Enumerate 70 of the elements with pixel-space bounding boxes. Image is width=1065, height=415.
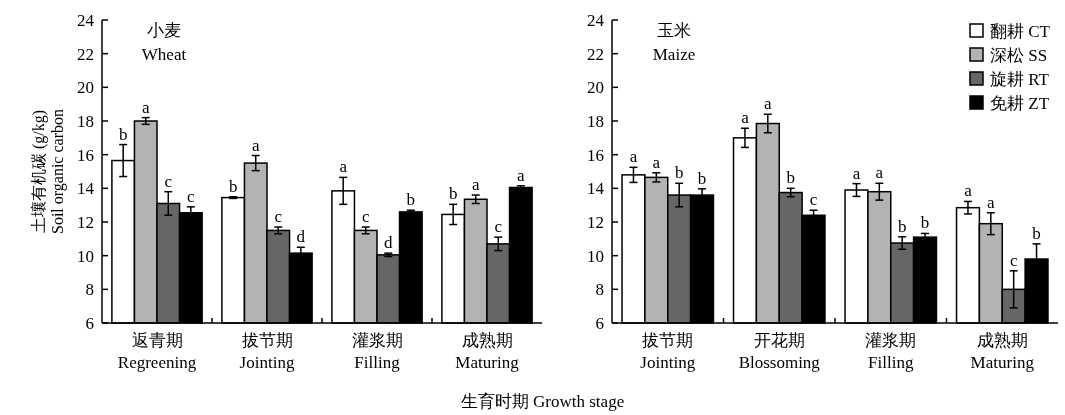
data-label: a (987, 192, 996, 212)
data-label: b (920, 213, 930, 233)
y-tick-label: 6 (595, 313, 604, 333)
chart-title: 小麦 (147, 21, 181, 40)
data-label: a (251, 135, 260, 155)
data-label: c (1009, 250, 1018, 270)
data-label: a (964, 181, 973, 201)
data-label: a (875, 163, 884, 183)
x-tick-label: 灌浆期 Filling (865, 331, 917, 372)
x-tick-label: 返青期 Regreening (117, 331, 197, 372)
x-axis-title: 生育时期 Growth stage (460, 392, 625, 411)
legend-label: 免耕 ZT (990, 93, 1050, 113)
y-tick-label: 20 (587, 78, 604, 98)
data-label: c (809, 190, 818, 210)
y-tick-label: 8 (595, 280, 604, 300)
data-label: d (296, 227, 306, 247)
data-label: a (764, 94, 773, 114)
data-label: d (384, 233, 394, 253)
y-tick-label: 22 (77, 44, 94, 64)
y-tick-label: 10 (77, 246, 94, 266)
y-tick-label: 12 (77, 212, 94, 232)
y-tick-label: 14 (587, 179, 605, 199)
y-tick-label: 16 (587, 145, 604, 165)
data-label: a (339, 157, 348, 177)
data-label: c (164, 171, 173, 191)
data-label: c (187, 186, 196, 206)
data-label: b (786, 168, 795, 188)
legend-label: 深松 SS (990, 45, 1048, 65)
y-tick-label: 18 (587, 111, 604, 131)
x-tick-label: 成熟期 Maturing (970, 331, 1035, 372)
y-tick-label: 12 (587, 212, 604, 232)
chart-title: 玉米 (657, 21, 691, 40)
y-tick-label: 10 (587, 246, 604, 266)
legend-label: 旋耕 RT (990, 69, 1050, 89)
data-label: b (406, 190, 416, 210)
data-label: b (1032, 223, 1041, 243)
data-label: a (852, 163, 861, 183)
y-tick-label: 22 (587, 44, 604, 64)
data-label: a (741, 108, 750, 128)
y-tick-label: 24 (587, 10, 605, 30)
x-tick-label: 拔节期 Jointing (239, 331, 295, 372)
data-label: c (274, 207, 283, 227)
text: Wheat (141, 45, 187, 64)
data-label: b (228, 176, 238, 196)
data-label: b (697, 168, 707, 188)
legend-label: 翻耕 CT (990, 21, 1051, 41)
text: Maize (652, 45, 696, 64)
y-tick-label: 20 (77, 78, 94, 98)
x-tick-label: 开花期 Blossoming (738, 331, 821, 372)
data-label: b (674, 163, 684, 183)
data-label: a (141, 97, 150, 117)
y-tick-label: 6 (85, 313, 94, 333)
x-tick-label: 灌浆期 Filling (351, 331, 403, 372)
y-axis-title: 土壤有机碳 (g/kg) Soil organic carbon (30, 108, 67, 235)
data-label: a (471, 175, 480, 195)
y-tick-label: 18 (77, 111, 94, 131)
data-label: a (517, 165, 526, 185)
data-label: b (897, 216, 907, 236)
data-label: a (629, 147, 638, 167)
data-label: b (448, 184, 458, 204)
y-tick-label: 24 (77, 10, 95, 30)
x-tick-label: 拔节期 Jointing (640, 331, 696, 372)
x-tick-label: 成熟期 Maturing (455, 331, 520, 372)
data-label: c (361, 207, 370, 227)
data-label: b (118, 124, 128, 144)
y-tick-label: 8 (85, 280, 94, 300)
data-label: a (652, 152, 661, 172)
y-tick-label: 14 (77, 179, 95, 199)
data-label: c (494, 217, 503, 237)
y-tick-label: 16 (77, 145, 94, 165)
